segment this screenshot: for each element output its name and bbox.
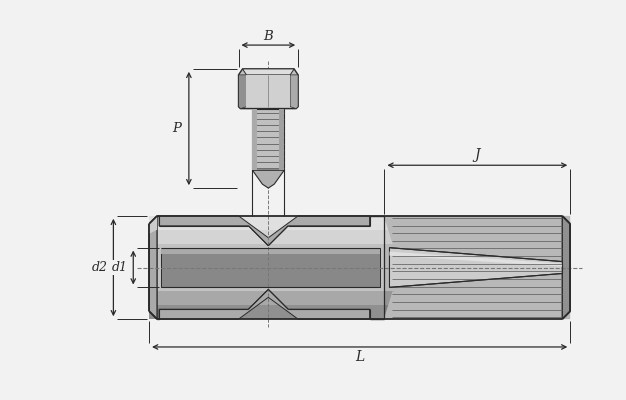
Polygon shape [384, 286, 570, 319]
Polygon shape [384, 216, 570, 250]
Polygon shape [384, 305, 570, 319]
Polygon shape [279, 109, 284, 170]
Polygon shape [159, 289, 369, 319]
Polygon shape [149, 305, 384, 319]
Polygon shape [149, 216, 157, 234]
Polygon shape [159, 216, 369, 246]
Polygon shape [149, 216, 157, 319]
Polygon shape [239, 69, 298, 109]
Polygon shape [252, 109, 284, 170]
Text: L: L [355, 350, 364, 364]
Text: J: J [475, 148, 480, 162]
Polygon shape [384, 291, 570, 305]
Text: d1: d1 [111, 261, 127, 274]
Text: B: B [264, 30, 273, 43]
Polygon shape [389, 252, 562, 266]
Polygon shape [149, 230, 384, 244]
Polygon shape [239, 75, 247, 109]
Polygon shape [149, 216, 384, 319]
Polygon shape [389, 248, 562, 287]
Text: P: P [173, 122, 182, 135]
Polygon shape [384, 216, 570, 319]
Polygon shape [384, 216, 570, 230]
Polygon shape [290, 75, 298, 109]
Polygon shape [247, 75, 290, 107]
Polygon shape [384, 230, 570, 244]
Polygon shape [149, 216, 384, 230]
Polygon shape [149, 291, 384, 305]
Polygon shape [252, 170, 284, 188]
Polygon shape [242, 69, 294, 75]
Text: d2: d2 [91, 261, 108, 274]
Polygon shape [252, 109, 257, 170]
Polygon shape [161, 248, 379, 254]
Polygon shape [161, 248, 379, 287]
Polygon shape [562, 216, 570, 319]
